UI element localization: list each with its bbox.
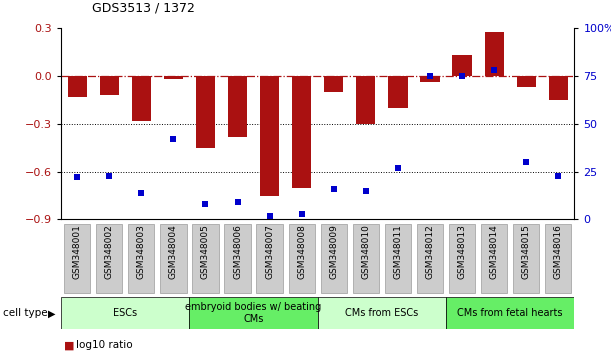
Point (136, 190, 146, 195)
Point (425, 73, 435, 79)
Text: GSM348001: GSM348001 (73, 224, 82, 279)
Text: CMs from fetal hearts: CMs from fetal hearts (458, 308, 563, 318)
Text: GSM348003: GSM348003 (137, 224, 146, 279)
Point (265, 213, 274, 218)
Text: GSM348011: GSM348011 (393, 224, 403, 279)
Text: GSM348004: GSM348004 (169, 224, 178, 279)
Point (297, 211, 307, 217)
FancyBboxPatch shape (446, 297, 574, 329)
Text: GSM348005: GSM348005 (201, 224, 210, 279)
Point (233, 199, 243, 205)
Text: GSM348010: GSM348010 (361, 224, 370, 279)
Point (200, 201, 210, 207)
Bar (420, 76, 439, 82)
FancyBboxPatch shape (64, 224, 90, 293)
FancyBboxPatch shape (449, 224, 475, 293)
Text: GSM348015: GSM348015 (522, 224, 531, 279)
Text: embryoid bodies w/ beating
CMs: embryoid bodies w/ beating CMs (186, 302, 321, 324)
Bar (452, 56, 472, 76)
Point (521, 159, 531, 165)
Bar (132, 76, 151, 121)
Bar (324, 76, 343, 92)
Text: GSM348006: GSM348006 (233, 224, 242, 279)
Bar (356, 76, 375, 124)
FancyBboxPatch shape (96, 224, 122, 293)
Point (554, 173, 563, 178)
Text: GSM348014: GSM348014 (489, 224, 499, 279)
FancyBboxPatch shape (128, 224, 155, 293)
Point (489, 68, 499, 73)
FancyBboxPatch shape (545, 224, 571, 293)
Text: ESCs: ESCs (113, 308, 137, 318)
Point (104, 173, 114, 178)
Bar (292, 76, 311, 188)
Text: GSM348008: GSM348008 (297, 224, 306, 279)
FancyBboxPatch shape (224, 224, 251, 293)
FancyBboxPatch shape (160, 224, 186, 293)
Point (329, 186, 338, 192)
FancyBboxPatch shape (189, 297, 318, 329)
Bar (228, 76, 247, 137)
FancyBboxPatch shape (353, 224, 379, 293)
Text: GSM348007: GSM348007 (265, 224, 274, 279)
FancyBboxPatch shape (513, 224, 540, 293)
FancyBboxPatch shape (481, 224, 507, 293)
FancyBboxPatch shape (192, 224, 219, 293)
Bar (100, 76, 119, 95)
Bar (164, 76, 183, 79)
Point (457, 73, 467, 79)
Point (72, 175, 82, 180)
FancyBboxPatch shape (288, 224, 315, 293)
Bar (68, 76, 87, 97)
FancyBboxPatch shape (385, 224, 411, 293)
Text: GSM348012: GSM348012 (425, 224, 434, 279)
Text: log10 ratio: log10 ratio (76, 341, 133, 350)
Bar (485, 32, 503, 76)
FancyBboxPatch shape (321, 224, 347, 293)
Bar (196, 76, 215, 148)
FancyBboxPatch shape (257, 224, 283, 293)
FancyBboxPatch shape (61, 297, 189, 329)
Text: GSM348009: GSM348009 (329, 224, 338, 279)
Text: CMs from ESCs: CMs from ESCs (345, 308, 419, 318)
Point (361, 188, 371, 194)
Text: GSM348016: GSM348016 (554, 224, 563, 279)
Point (169, 136, 178, 142)
Bar (260, 76, 279, 196)
Text: GSM348013: GSM348013 (458, 224, 467, 279)
Bar (516, 76, 536, 87)
Bar (389, 76, 408, 108)
Bar (549, 76, 568, 100)
Text: GSM348002: GSM348002 (104, 224, 114, 279)
FancyBboxPatch shape (318, 297, 446, 329)
Text: cell type: cell type (3, 308, 48, 318)
Text: GDS3513 / 1372: GDS3513 / 1372 (92, 1, 194, 14)
Point (393, 165, 403, 171)
Text: ■: ■ (64, 341, 75, 350)
Text: ▶: ▶ (48, 308, 55, 318)
FancyBboxPatch shape (417, 224, 443, 293)
